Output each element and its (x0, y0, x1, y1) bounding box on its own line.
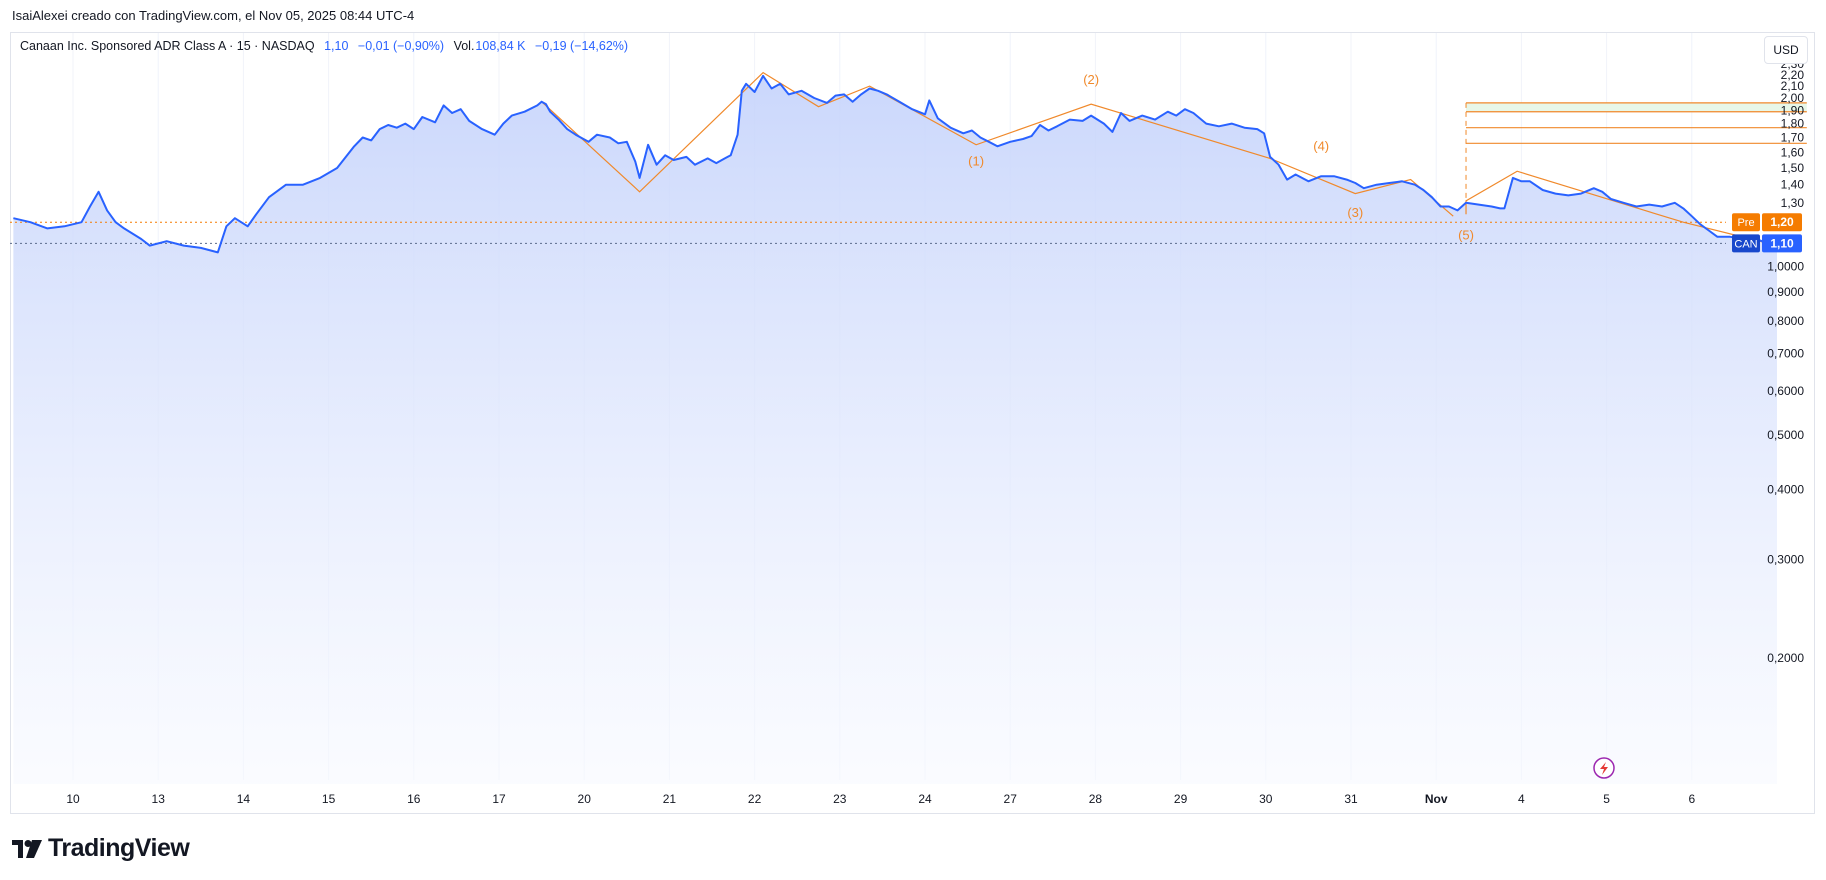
y-axis-tick-label: 1,0000 (1767, 260, 1804, 274)
last-price-badge-tag-label: CAN (1734, 238, 1757, 250)
elliott-wave-line (541, 71, 1454, 217)
y-axis-tick-label: 1,30 (1781, 196, 1805, 210)
chart-attribution: IsaiAlexei creado con TradingView.com, e… (12, 8, 415, 23)
tradingview-brand[interactable]: TradingView (12, 834, 190, 863)
x-axis-tick-label: 4 (1518, 792, 1525, 806)
x-axis-tick-label: 24 (918, 792, 932, 806)
x-axis-tick-label: 22 (748, 792, 762, 806)
x-axis-tick-label: 29 (1174, 792, 1188, 806)
volume-value: 108,84 K (475, 39, 526, 53)
x-axis-tick-label: 15 (322, 792, 336, 806)
price-change-value: −0,01 (−0,90%) (357, 39, 445, 53)
y-axis-tick-label: 0,2000 (1767, 651, 1804, 665)
y-axis-tick-label: 2,00 (1781, 91, 1805, 105)
last-price-badge-value-bg (1762, 234, 1802, 253)
y-axis-tick-label: 0,9000 (1767, 285, 1804, 299)
x-axis-tick-label: 5 (1603, 792, 1610, 806)
x-axis-tick-label: 16 (407, 792, 421, 806)
y-axis-tick-label: 1,90 (1781, 103, 1805, 117)
pre-market-badge-tag-label: Pre (1737, 217, 1754, 229)
chart-legend: Canaan Inc. Sponsored ADR Class A · 15 ·… (20, 39, 634, 53)
y-axis-tick-label: 1,60 (1781, 145, 1805, 159)
y-axis-tick-label: 0,3000 (1767, 552, 1804, 566)
x-axis-tick-label: 31 (1344, 792, 1358, 806)
x-axis-tick-label: 6 (1688, 792, 1695, 806)
wave-label: (5) (1458, 227, 1474, 242)
x-axis-tick-label: 28 (1089, 792, 1103, 806)
y-axis-tick-label: 0,7000 (1767, 346, 1804, 360)
y-axis-tick-label: 2,10 (1781, 79, 1805, 93)
last-price-badge-value-label: 1,10 (1770, 236, 1794, 250)
wave-label: (4) (1313, 139, 1329, 154)
price-line (13, 74, 1777, 254)
brand-name: TradingView (48, 834, 190, 862)
pre-market-badge-value-bg (1762, 213, 1802, 232)
x-axis-tick-label: 21 (663, 792, 677, 806)
last-price-badge-tag-bg (1732, 234, 1760, 253)
y-axis-tick-label: 1,70 (1781, 131, 1805, 145)
x-axis-tick-label: Nov (1425, 792, 1448, 806)
y-axis-tick-label: 0,8000 (1767, 314, 1804, 328)
y-axis-tick-label: 1,40 (1781, 178, 1805, 192)
elliott-wave-line (1465, 170, 1769, 244)
events-lightning-icon[interactable] (1593, 757, 1615, 779)
currency-button[interactable]: USD (1764, 36, 1808, 64)
tradingview-logo-icon (12, 839, 42, 858)
x-axis-tick-label: 14 (237, 792, 251, 806)
wave-label: (3) (1347, 205, 1363, 220)
symbol-title[interactable]: Canaan Inc. Sponsored ADR Class A · 15 ·… (20, 39, 315, 53)
volume-label: Vol. (453, 39, 475, 53)
y-axis-tick-label: 0,5000 (1767, 428, 1804, 442)
x-axis-tick-label: 27 (1004, 792, 1018, 806)
x-axis-tick-label: 17 (492, 792, 506, 806)
x-axis-tick-label: 23 (833, 792, 847, 806)
price-area-fill (13, 75, 1778, 784)
chart-pane[interactable] (10, 32, 1815, 814)
x-axis-tick-label: 20 (578, 792, 592, 806)
pre-market-badge-value-label: 1,20 (1770, 215, 1794, 229)
pre-market-badge-tag-bg (1732, 213, 1760, 232)
wave-label: (2) (1083, 72, 1099, 87)
x-axis-tick-label: 13 (152, 792, 166, 806)
y-axis-tick-label: 1,50 (1781, 161, 1805, 175)
y-axis-tick-label: 1,80 (1781, 117, 1805, 131)
target-zone (1466, 102, 1807, 112)
x-axis-tick-label: 30 (1259, 792, 1273, 806)
last-price-value: 1,10 (324, 39, 349, 53)
y-axis-tick-label: 0,4000 (1767, 482, 1804, 496)
y-axis-tick-label: 2,20 (1781, 68, 1805, 82)
y-axis-tick-label: 0,6000 (1767, 384, 1804, 398)
wave-label: (1) (968, 154, 984, 169)
volume-change-value: −0,19 (−14,62%) (534, 39, 629, 53)
x-axis-tick-label: 10 (66, 792, 80, 806)
